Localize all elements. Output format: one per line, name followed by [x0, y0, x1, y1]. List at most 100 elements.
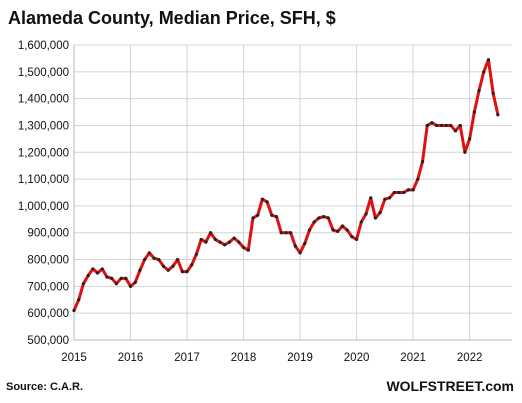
data-point [397, 190, 401, 195]
data-point [124, 276, 128, 280]
data-point [251, 216, 255, 220]
x-tick-label: 2020 [344, 352, 370, 364]
data-point [223, 243, 227, 247]
x-tick-label: 2015 [61, 352, 87, 364]
data-point [119, 276, 123, 280]
data-point [81, 282, 86, 286]
y-tick-label: 700,000 [27, 281, 69, 293]
data-point [307, 228, 312, 232]
x-tick-label: 2022 [457, 352, 483, 364]
data-point [486, 58, 491, 62]
source-label: Source: C.A.R. [6, 381, 83, 393]
data-point [100, 267, 104, 271]
axes: 500,000 600,000 700,000 800,000 900,000 1,000… [18, 40, 512, 364]
data-point [435, 123, 439, 128]
data-point [402, 190, 406, 195]
y-tick-label: 1,200,000 [18, 147, 69, 159]
data-point [458, 123, 462, 128]
data-point [77, 298, 81, 302]
data-point [472, 110, 476, 114]
data-point [147, 251, 151, 255]
data-point [392, 190, 396, 195]
data-point [143, 257, 147, 262]
data-point [110, 276, 114, 280]
data-point [86, 274, 90, 278]
data-point [157, 257, 161, 262]
y-tick-label: 900,000 [27, 228, 69, 240]
data-point [378, 211, 382, 215]
data-point [444, 123, 448, 128]
data-point [496, 113, 500, 117]
y-tick-label: 1,300,000 [18, 120, 69, 132]
data-point [270, 213, 274, 217]
data-point [317, 216, 321, 220]
x-tick-label: 2019 [287, 352, 313, 364]
data-point [133, 280, 137, 284]
data-point [185, 270, 189, 274]
data-point [298, 251, 302, 255]
data-point [171, 264, 175, 268]
data-point [180, 270, 184, 274]
y-tick-label: 1,400,000 [18, 94, 69, 106]
data-point [312, 220, 316, 224]
data-point [293, 244, 297, 248]
x-tick-label: 2016 [118, 352, 144, 364]
data-point [430, 121, 434, 125]
data-point [237, 240, 241, 244]
data-point [350, 235, 354, 239]
x-tick-label: 2018 [231, 352, 257, 364]
data-point [91, 267, 95, 271]
data-point [161, 264, 166, 268]
data-point [166, 268, 170, 272]
series-layer [72, 58, 500, 313]
data-point [190, 263, 194, 267]
y-tick-label: 1,500,000 [18, 67, 69, 79]
data-point [152, 256, 156, 260]
data-point [482, 70, 486, 74]
data-point [425, 123, 429, 128]
x-tick-label: 2021 [400, 352, 426, 364]
data-point [232, 236, 236, 240]
data-point [416, 177, 420, 181]
data-point [322, 215, 326, 219]
y-tick-label: 500,000 [27, 335, 69, 347]
y-tick-label: 600,000 [27, 308, 69, 320]
data-point [383, 197, 387, 201]
data-point [138, 268, 142, 272]
data-point [387, 196, 392, 200]
data-point [227, 240, 232, 244]
data-point [72, 308, 76, 313]
data-point [359, 220, 363, 224]
data-point [274, 215, 279, 219]
data-point [354, 237, 359, 242]
data-point [260, 197, 264, 201]
data-point [114, 282, 118, 286]
data-point [265, 200, 269, 204]
data-point [364, 212, 368, 216]
data-point [411, 188, 415, 192]
data-point [439, 123, 443, 128]
data-point [468, 137, 472, 141]
data-point [289, 231, 293, 235]
y-tick-label: 1,100,000 [18, 174, 69, 186]
data-point [284, 231, 288, 235]
data-point [420, 160, 425, 164]
data-point [204, 240, 208, 244]
data-point [279, 231, 283, 235]
data-point [326, 216, 330, 220]
data-point [336, 229, 340, 233]
data-point [95, 271, 100, 275]
y-tick-label: 1,600,000 [18, 40, 69, 52]
data-point [256, 213, 260, 217]
data-point [199, 237, 203, 242]
data-point [331, 228, 335, 232]
data-point [128, 284, 133, 288]
data-point [449, 123, 453, 128]
data-point [303, 241, 307, 246]
data-point [241, 245, 246, 250]
y-tick-label: 1,000,000 [18, 201, 69, 213]
data-point [463, 150, 467, 154]
chart-title: Alameda County, Median Price, SFH, $ [8, 8, 336, 28]
data-point [477, 88, 481, 93]
